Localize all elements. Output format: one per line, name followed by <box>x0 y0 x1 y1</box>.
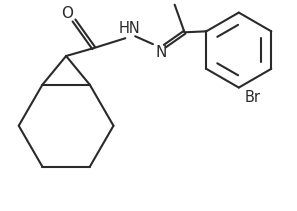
Text: N: N <box>155 45 167 60</box>
Text: O: O <box>61 6 73 21</box>
Text: HN: HN <box>119 21 140 36</box>
Text: Br: Br <box>245 90 260 105</box>
